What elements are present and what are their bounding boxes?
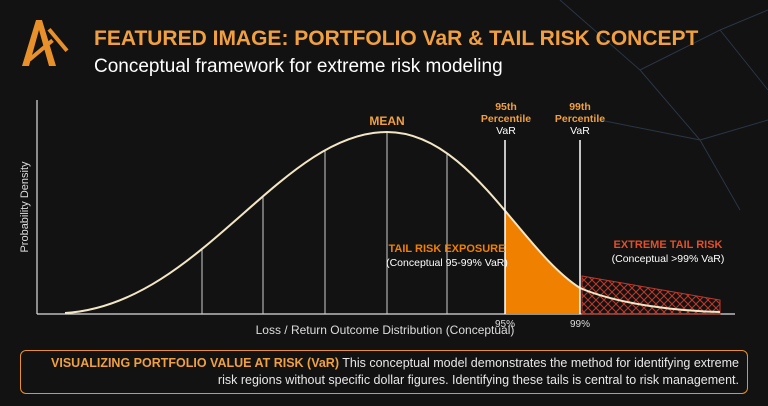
label-line: VaR [570,125,590,137]
y-axis-label: Probability Density [19,161,31,253]
subtitle: Conceptual framework for extreme risk mo… [94,56,503,77]
distribution-curve [64,130,721,314]
label-line: Percentile [481,113,531,125]
tail-risk-title: TAIL RISK EXPOSURE [389,243,506,255]
label-line: 95th [495,101,517,113]
extreme-tail-title: EXTREME TAIL RISK [614,239,723,251]
logo [22,20,69,66]
extreme-tail-region [581,275,721,315]
label-line: Percentile [555,113,605,125]
mean-label: MEAN [369,114,404,128]
title: FEATURED IMAGE: PORTFOLIO VaR & TAIL RIS… [94,27,699,50]
label-line: VaR [496,125,516,137]
network-decoration [559,0,768,211]
tail-risk-note: (Conceptual 95-99% VaR) [386,257,508,269]
extreme-tail-note: (Conceptual >99% VaR) [612,253,725,265]
tick-label: 99% [570,319,590,330]
footer-text: This conceptual model demonstrates the m… [217,356,739,387]
label-line: 99th [569,101,591,113]
x-axis-label: Loss / Return Outcome Distribution (Conc… [256,323,515,337]
tick-label: 95% [495,319,515,330]
footer-lead: VISUALIZING PORTFOLIO VALUE AT RISK (VaR… [51,356,339,370]
footer: VISUALIZING PORTFOLIO VALUE AT RISK (VaR… [20,350,748,394]
var-95-label: 95th Percentile VaR 99th Percentile VaR … [481,101,605,330]
